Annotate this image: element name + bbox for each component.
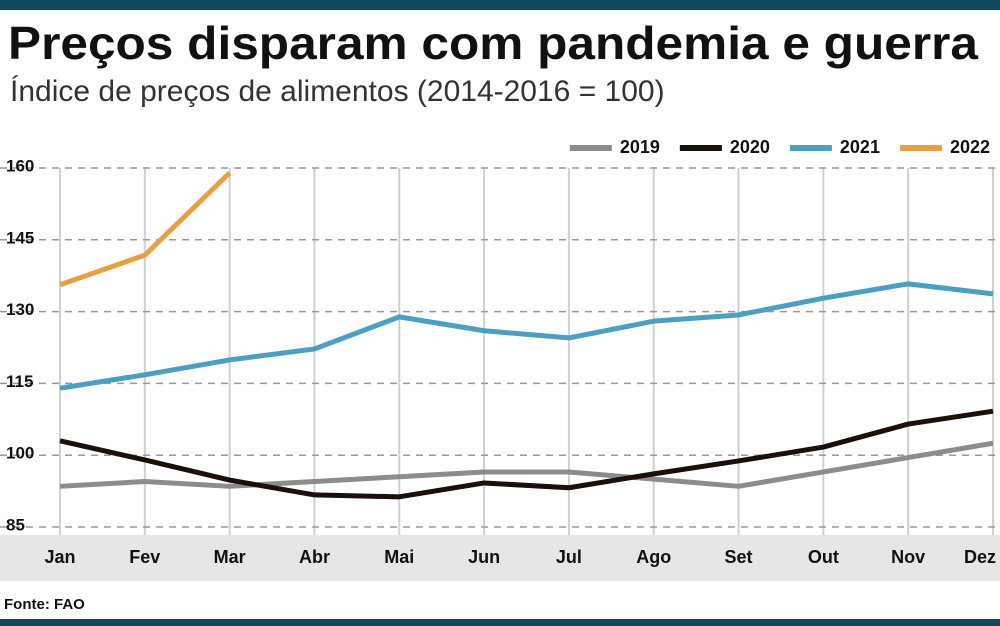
legend-label: 2022 (950, 137, 990, 157)
series-line (59, 170, 232, 288)
x-tick-label: Ago (636, 547, 671, 567)
bottom-bar (0, 619, 1000, 626)
source: Fonte: FAO (4, 596, 85, 613)
series-line (59, 440, 994, 489)
top-bar (0, 0, 1000, 10)
series-line (59, 281, 994, 391)
legend-label: 2019 (620, 137, 660, 157)
x-tick-label: Set (725, 547, 753, 567)
x-tick-label: Mar (214, 547, 246, 567)
lines (59, 170, 994, 500)
x-tick-label: Abr (299, 547, 330, 567)
series-line (59, 408, 994, 500)
x-tick-label: Jan (44, 547, 75, 567)
y-tick-label: 115 (6, 372, 33, 391)
chart-subtitle: Índice de preços de alimentos (2014-2016… (10, 75, 665, 108)
legend-label: 2021 (840, 137, 880, 157)
y-tick-label: 160 (6, 156, 34, 175)
x-tick-label: Dez (964, 547, 996, 567)
x-tick-label: Fev (129, 547, 160, 567)
y-tick-label: 130 (6, 300, 34, 319)
chart-title: Preços disparam com pandemia e guerra (8, 17, 978, 69)
x-tick-label: Jul (556, 547, 582, 567)
legend: 2022 2021 2020 2019 (569, 137, 990, 157)
y-tick-label: 85 (6, 515, 25, 534)
y-tick-label: 100 (6, 444, 34, 463)
y-tick-label: 145 (6, 228, 34, 247)
x-tick-label: Out (808, 547, 839, 567)
axis-band (0, 535, 1000, 581)
x-tick-label: Mai (384, 547, 414, 567)
x-tick-label: Jun (468, 547, 500, 567)
grid: Jan Fev Mar Abr Mai Jun Jul Ago Set Out Nov Dez 85 10… (0, 156, 1000, 567)
x-tick-label: Nov (891, 547, 925, 567)
legend-label: 2020 (730, 137, 770, 157)
